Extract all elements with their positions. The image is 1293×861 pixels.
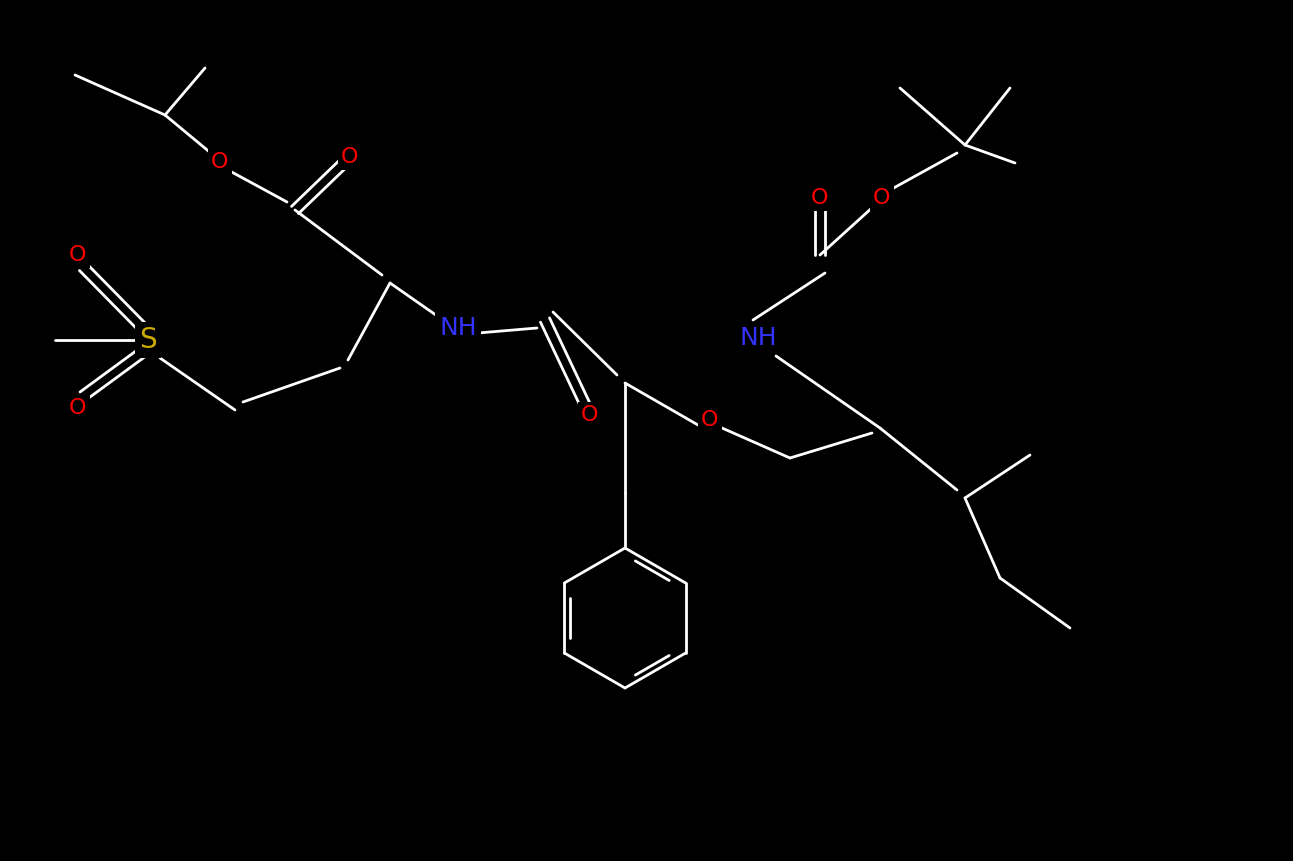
Text: O: O [341,147,358,167]
Text: O: O [70,245,87,265]
Text: O: O [701,410,719,430]
Text: O: O [211,152,229,172]
Text: NH: NH [440,316,477,340]
Text: O: O [582,405,599,425]
Text: O: O [70,398,87,418]
Text: O: O [811,188,829,208]
Text: O: O [873,188,891,208]
Text: NH: NH [740,326,777,350]
Text: S: S [140,326,156,354]
